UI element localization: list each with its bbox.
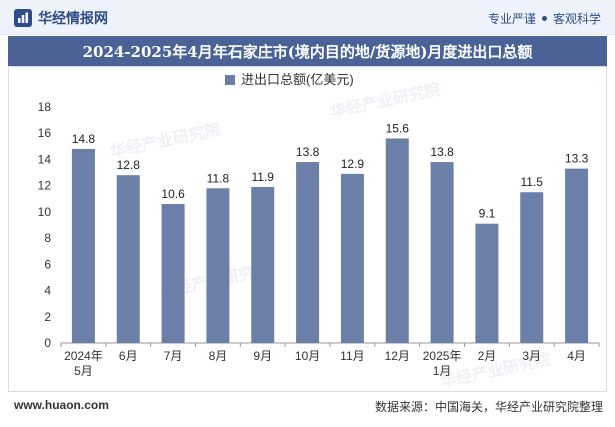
legend-label: 进出口总额(亿美元) [241, 72, 354, 87]
x-tick-label: 12月 [385, 349, 410, 363]
bar [340, 173, 364, 343]
chart-title: 2024-2025年4月年石家庄市(境内目的地/货源地)月度进出口总额 [8, 36, 607, 66]
data-label: 13.8 [296, 145, 320, 159]
bar [475, 223, 499, 343]
data-label: 15.6 [386, 121, 410, 135]
x-tick-label: 10月 [295, 349, 320, 363]
data-label: 11.5 [521, 175, 544, 189]
data-label: 11.8 [207, 171, 230, 185]
x-tick-label: 9月 [253, 349, 272, 363]
bar [296, 162, 320, 343]
y-tick-label: 0 [44, 336, 51, 350]
x-tick-label: 2024年 5月 [64, 349, 103, 378]
bar [161, 204, 185, 343]
bar [565, 168, 589, 343]
x-tick-label: 2025年 1月 [423, 349, 462, 378]
bar [206, 188, 230, 343]
data-source: 数据来源：中国海关，华经产业研究院整理 [374, 400, 603, 414]
bar [116, 175, 140, 343]
brand[interactable]: 华经情报网 [14, 8, 108, 28]
y-tick-label: 4 [44, 284, 51, 298]
y-tick-label: 18 [38, 100, 52, 114]
brand-name: 华经情报网 [38, 10, 108, 26]
tagline-dot-icon [541, 16, 547, 21]
bar [430, 162, 454, 343]
y-tick-label: 2 [44, 310, 51, 324]
bar [385, 138, 409, 343]
x-tick-label: 3月 [522, 349, 541, 363]
y-tick-label: 16 [38, 126, 52, 140]
data-label: 10.6 [161, 187, 185, 201]
data-label: 11.9 [252, 170, 275, 184]
site-link[interactable]: www.huaon.com [14, 398, 109, 412]
top-bar: 华经情报网 专业严谨 客观科学 [0, 0, 615, 35]
chart-area: 华经产业研究院 华经产业研究院 华经产业研究院 华经产业研究院 进出口总额(亿美… [8, 66, 607, 392]
x-tick-label: 11月 [340, 349, 364, 363]
bar [71, 148, 95, 343]
bar [251, 186, 275, 343]
y-tick-label: 14 [38, 152, 52, 166]
footer: www.huaon.com 数据来源：中国海关，华经产业研究院整理 [0, 396, 615, 418]
data-label: 9.1 [479, 207, 496, 221]
bar-chart: 进出口总额(亿美元) 0 2 4 6 8 10 12 14 16 18 14.8 2024年 5月 12.8… [38, 72, 600, 378]
tagline-left: 专业严谨 [487, 12, 536, 26]
x-tick-label: 6月 [119, 349, 138, 363]
x-tick-label: 7月 [164, 349, 183, 363]
data-label: 13.3 [565, 152, 589, 166]
tagline-right: 客观科学 [552, 12, 601, 26]
y-tick-label: 10 [38, 205, 52, 219]
logo-icon [14, 9, 32, 27]
tagline: 专业严谨 客观科学 [488, 10, 601, 27]
x-tick-label: 4月 [567, 349, 586, 363]
data-label: 12.9 [341, 157, 365, 171]
bar [520, 192, 544, 343]
data-label: 13.8 [430, 145, 454, 159]
legend-swatch [225, 75, 235, 85]
y-tick-label: 12 [38, 179, 52, 193]
data-label: 12.8 [117, 158, 141, 172]
x-tick-label: 2月 [478, 349, 497, 363]
x-tick-label: 8月 [209, 349, 228, 363]
y-tick-label: 8 [44, 231, 51, 245]
data-label: 14.8 [72, 132, 96, 146]
y-tick-label: 6 [44, 257, 51, 271]
